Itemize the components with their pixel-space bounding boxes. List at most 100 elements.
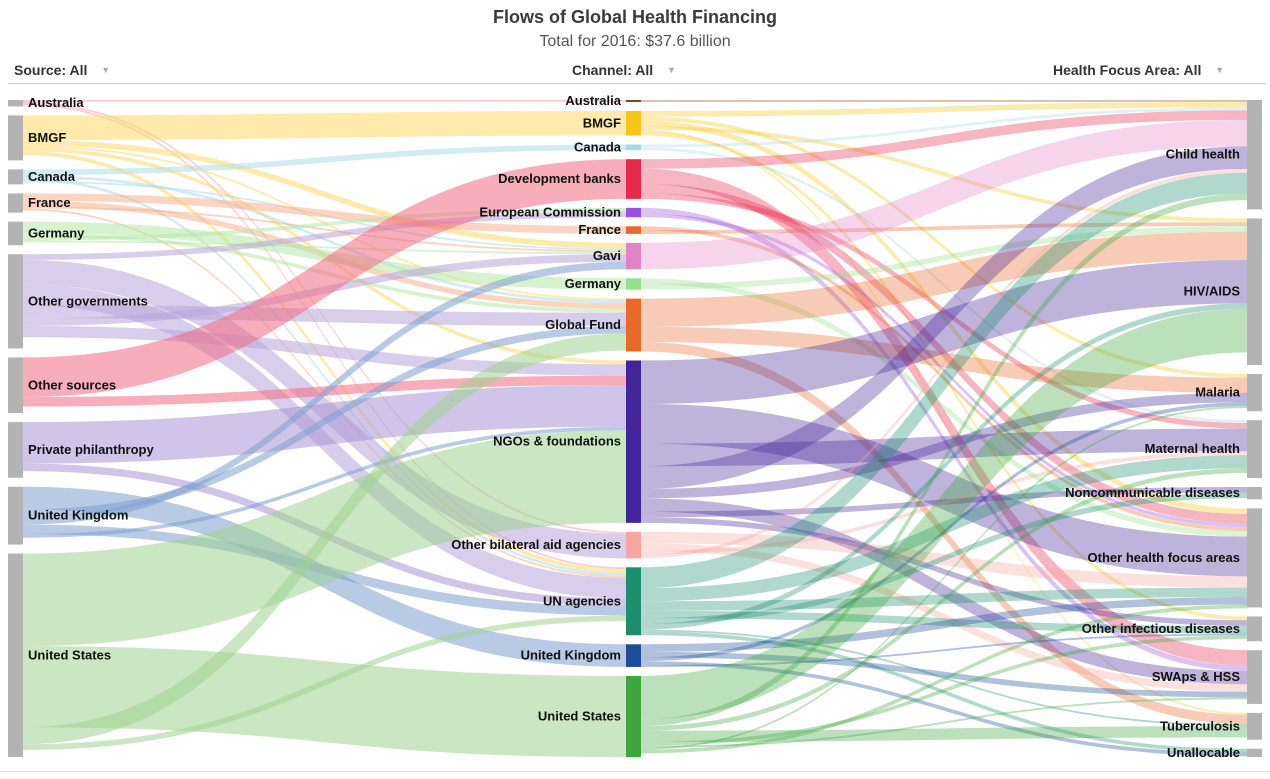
focus-node-other-infectious-diseases[interactable] — [1247, 616, 1262, 642]
channel-node-ngos-foundations[interactable] — [626, 360, 641, 523]
channel-filter-label: Channel: — [572, 62, 632, 78]
source-node-united-kingdom[interactable] — [8, 486, 23, 545]
focus-filter-label: Health Focus Area: — [1053, 62, 1181, 78]
flow-link-united-kingdom-to-gavi — [23, 261, 626, 525]
channel-node-australia[interactable] — [626, 100, 641, 102]
flow-link-france-to-hiv-aids — [641, 222, 1247, 234]
node-labels: Australia BMGF Canada France Germany Other go… — [28, 93, 1241, 760]
channel-node-global-fund[interactable] — [626, 298, 641, 352]
source-node-france[interactable] — [8, 193, 23, 213]
channel-node-european-commission[interactable] — [626, 207, 641, 218]
source-node-bmgf[interactable] — [8, 115, 23, 161]
channel-label-germany: Germany — [565, 276, 622, 291]
focus-label-noncommunicable-diseases: Noncommunicable diseases — [1065, 485, 1240, 500]
flow-link-ngos-foundations-to-child-health — [641, 146, 1247, 489]
source-node-other-sources[interactable] — [8, 357, 23, 414]
source-label-bmgf: BMGF — [28, 130, 66, 145]
flow-link-united-states-to-tuberculosis — [641, 726, 1247, 743]
flow-link-france-to-france — [23, 193, 626, 234]
channel-node-france[interactable] — [626, 226, 641, 234]
footer-divider — [0, 771, 1270, 772]
flow-link-united-states-to-other-health-focus-areas — [641, 604, 1247, 754]
focus-node-noncommunicable-diseases[interactable] — [1247, 486, 1262, 500]
flow-link-united-states-to-un-agencies — [23, 615, 626, 750]
flow-link-bmgf-to-other-health-focus-areas — [641, 120, 1247, 515]
source-filter-value: All — [69, 62, 88, 78]
source-label-france: France — [28, 195, 71, 210]
flow-link-united-states-to-malaria — [641, 406, 1247, 750]
flow-link-ngos-foundations-to-other-health-focus-areas — [641, 403, 1247, 577]
source-node-united-states[interactable] — [8, 553, 23, 757]
flow-link-australia-to-child-health — [641, 100, 1247, 102]
flow-link-un-agencies-to-hiv-aids — [641, 303, 1247, 630]
source-node-australia[interactable] — [8, 100, 23, 107]
channel-node-germany[interactable] — [626, 278, 641, 290]
focus-filter-dropdown[interactable]: Health Focus Area: All ▼ — [1053, 62, 1224, 78]
source-node-canada[interactable] — [8, 169, 23, 185]
channel-node-canada[interactable] — [626, 144, 641, 151]
flow-link-germany-to-germany — [23, 221, 626, 290]
focus-node-tuberculosis[interactable] — [1247, 712, 1262, 740]
flow-link-bmgf-to-tuberculosis — [641, 129, 1247, 715]
flow-link-un-agencies-to-maternal-health — [641, 455, 1247, 602]
chevron-down-icon: ▼ — [667, 65, 676, 75]
flow-link-un-agencies-to-other-infectious-diseases — [641, 610, 1247, 634]
flow-link-un-agencies-to-noncommunicable-diseases — [641, 492, 1247, 624]
source-node-germany[interactable] — [8, 221, 23, 246]
flow-link-united-states-to-hiv-aids — [641, 309, 1247, 720]
flow-link-germany-to-european-commission — [23, 207, 626, 241]
focus-node-malaria[interactable] — [1247, 374, 1262, 412]
flow-link-germany-to-gavi — [23, 240, 626, 255]
flow-link-united-states-to-united-states — [23, 646, 626, 758]
channel-node-united-kingdom[interactable] — [626, 644, 641, 667]
source-filter-dropdown[interactable]: Source: All ▼ — [14, 62, 110, 78]
focus-node-maternal-health[interactable] — [1247, 420, 1262, 478]
channel-node-gavi[interactable] — [626, 242, 641, 270]
flow-link-bmgf-to-un-agencies — [23, 151, 626, 573]
flow-link-united-kingdom-to-other-infectious-diseases — [641, 633, 1247, 667]
channel-label-france: France — [578, 222, 621, 237]
source-node-other-governments[interactable] — [8, 254, 23, 349]
source-label-canada: Canada — [28, 169, 76, 184]
flow-link-canada-to-child-health — [641, 107, 1247, 148]
channel-filter-dropdown[interactable]: Channel: All ▼ — [572, 62, 676, 78]
focus-node-other-health-focus-areas[interactable] — [1247, 508, 1262, 608]
channel-node-bmgf[interactable] — [626, 111, 641, 136]
source-label-germany: Germany — [28, 225, 85, 240]
channel-node-development-banks[interactable] — [626, 159, 641, 199]
flow-link-development-banks-to-swaps-hss — [641, 168, 1247, 666]
focus-node-child-health[interactable] — [1247, 100, 1262, 210]
channel-label-bmgf: BMGF — [583, 115, 621, 130]
flow-link-united-states-to-swaps-hss — [641, 697, 1247, 748]
focus-node-swaps-hss[interactable] — [1247, 650, 1262, 704]
channel-label-european-commission: European Commission — [479, 205, 621, 220]
chevron-down-icon: ▼ — [101, 65, 111, 75]
channel-node-un-agencies[interactable] — [626, 567, 641, 636]
channel-label-canada: Canada — [574, 139, 622, 154]
flow-link-united-kingdom-to-malaria — [641, 402, 1247, 662]
flow-link-other-bilateral-aid-agencies-to-swaps-hss — [641, 543, 1247, 692]
focus-node-hiv-aids[interactable] — [1247, 218, 1262, 365]
header-divider — [8, 83, 1266, 84]
flow-link-united-kingdom-to-ngos-foundations — [23, 426, 626, 538]
flow-link-bmgf-to-bmgf — [23, 111, 626, 140]
flow-link-development-banks-to-child-health — [641, 110, 1247, 169]
channel-label-gavi: Gavi — [593, 248, 621, 263]
flow-link-canada-to-global-fund — [23, 175, 626, 304]
flow-link-bmgf-to-hiv-aids — [641, 126, 1247, 223]
flow-link-united-kingdom-to-other-health-focus-areas — [641, 597, 1247, 652]
channel-node-united-states[interactable] — [626, 675, 641, 758]
chevron-down-icon: ▼ — [1215, 65, 1225, 75]
flow-link-united-kingdom-to-swaps-hss — [641, 651, 1247, 698]
flow-link-ngos-foundations-to-maternal-health — [641, 428, 1247, 467]
flow-link-global-fund-to-hiv-aids — [641, 231, 1247, 327]
flow-links — [23, 100, 1247, 758]
source-node-private-philanthropy[interactable] — [8, 422, 23, 478]
flow-link-france-to-gavi — [23, 206, 626, 253]
focus-label-other-infectious-diseases: Other infectious diseases — [1082, 621, 1240, 636]
focus-label-child-health: Child health — [1166, 147, 1240, 162]
channel-node-other-bilateral-aid-agencies[interactable] — [626, 531, 641, 559]
focus-label-swaps-hss: SWAps & HSS — [1152, 669, 1240, 684]
focus-node-unallocable[interactable] — [1247, 748, 1262, 757]
flow-link-other-bilateral-aid-agencies-to-maternal-health — [641, 451, 1247, 555]
